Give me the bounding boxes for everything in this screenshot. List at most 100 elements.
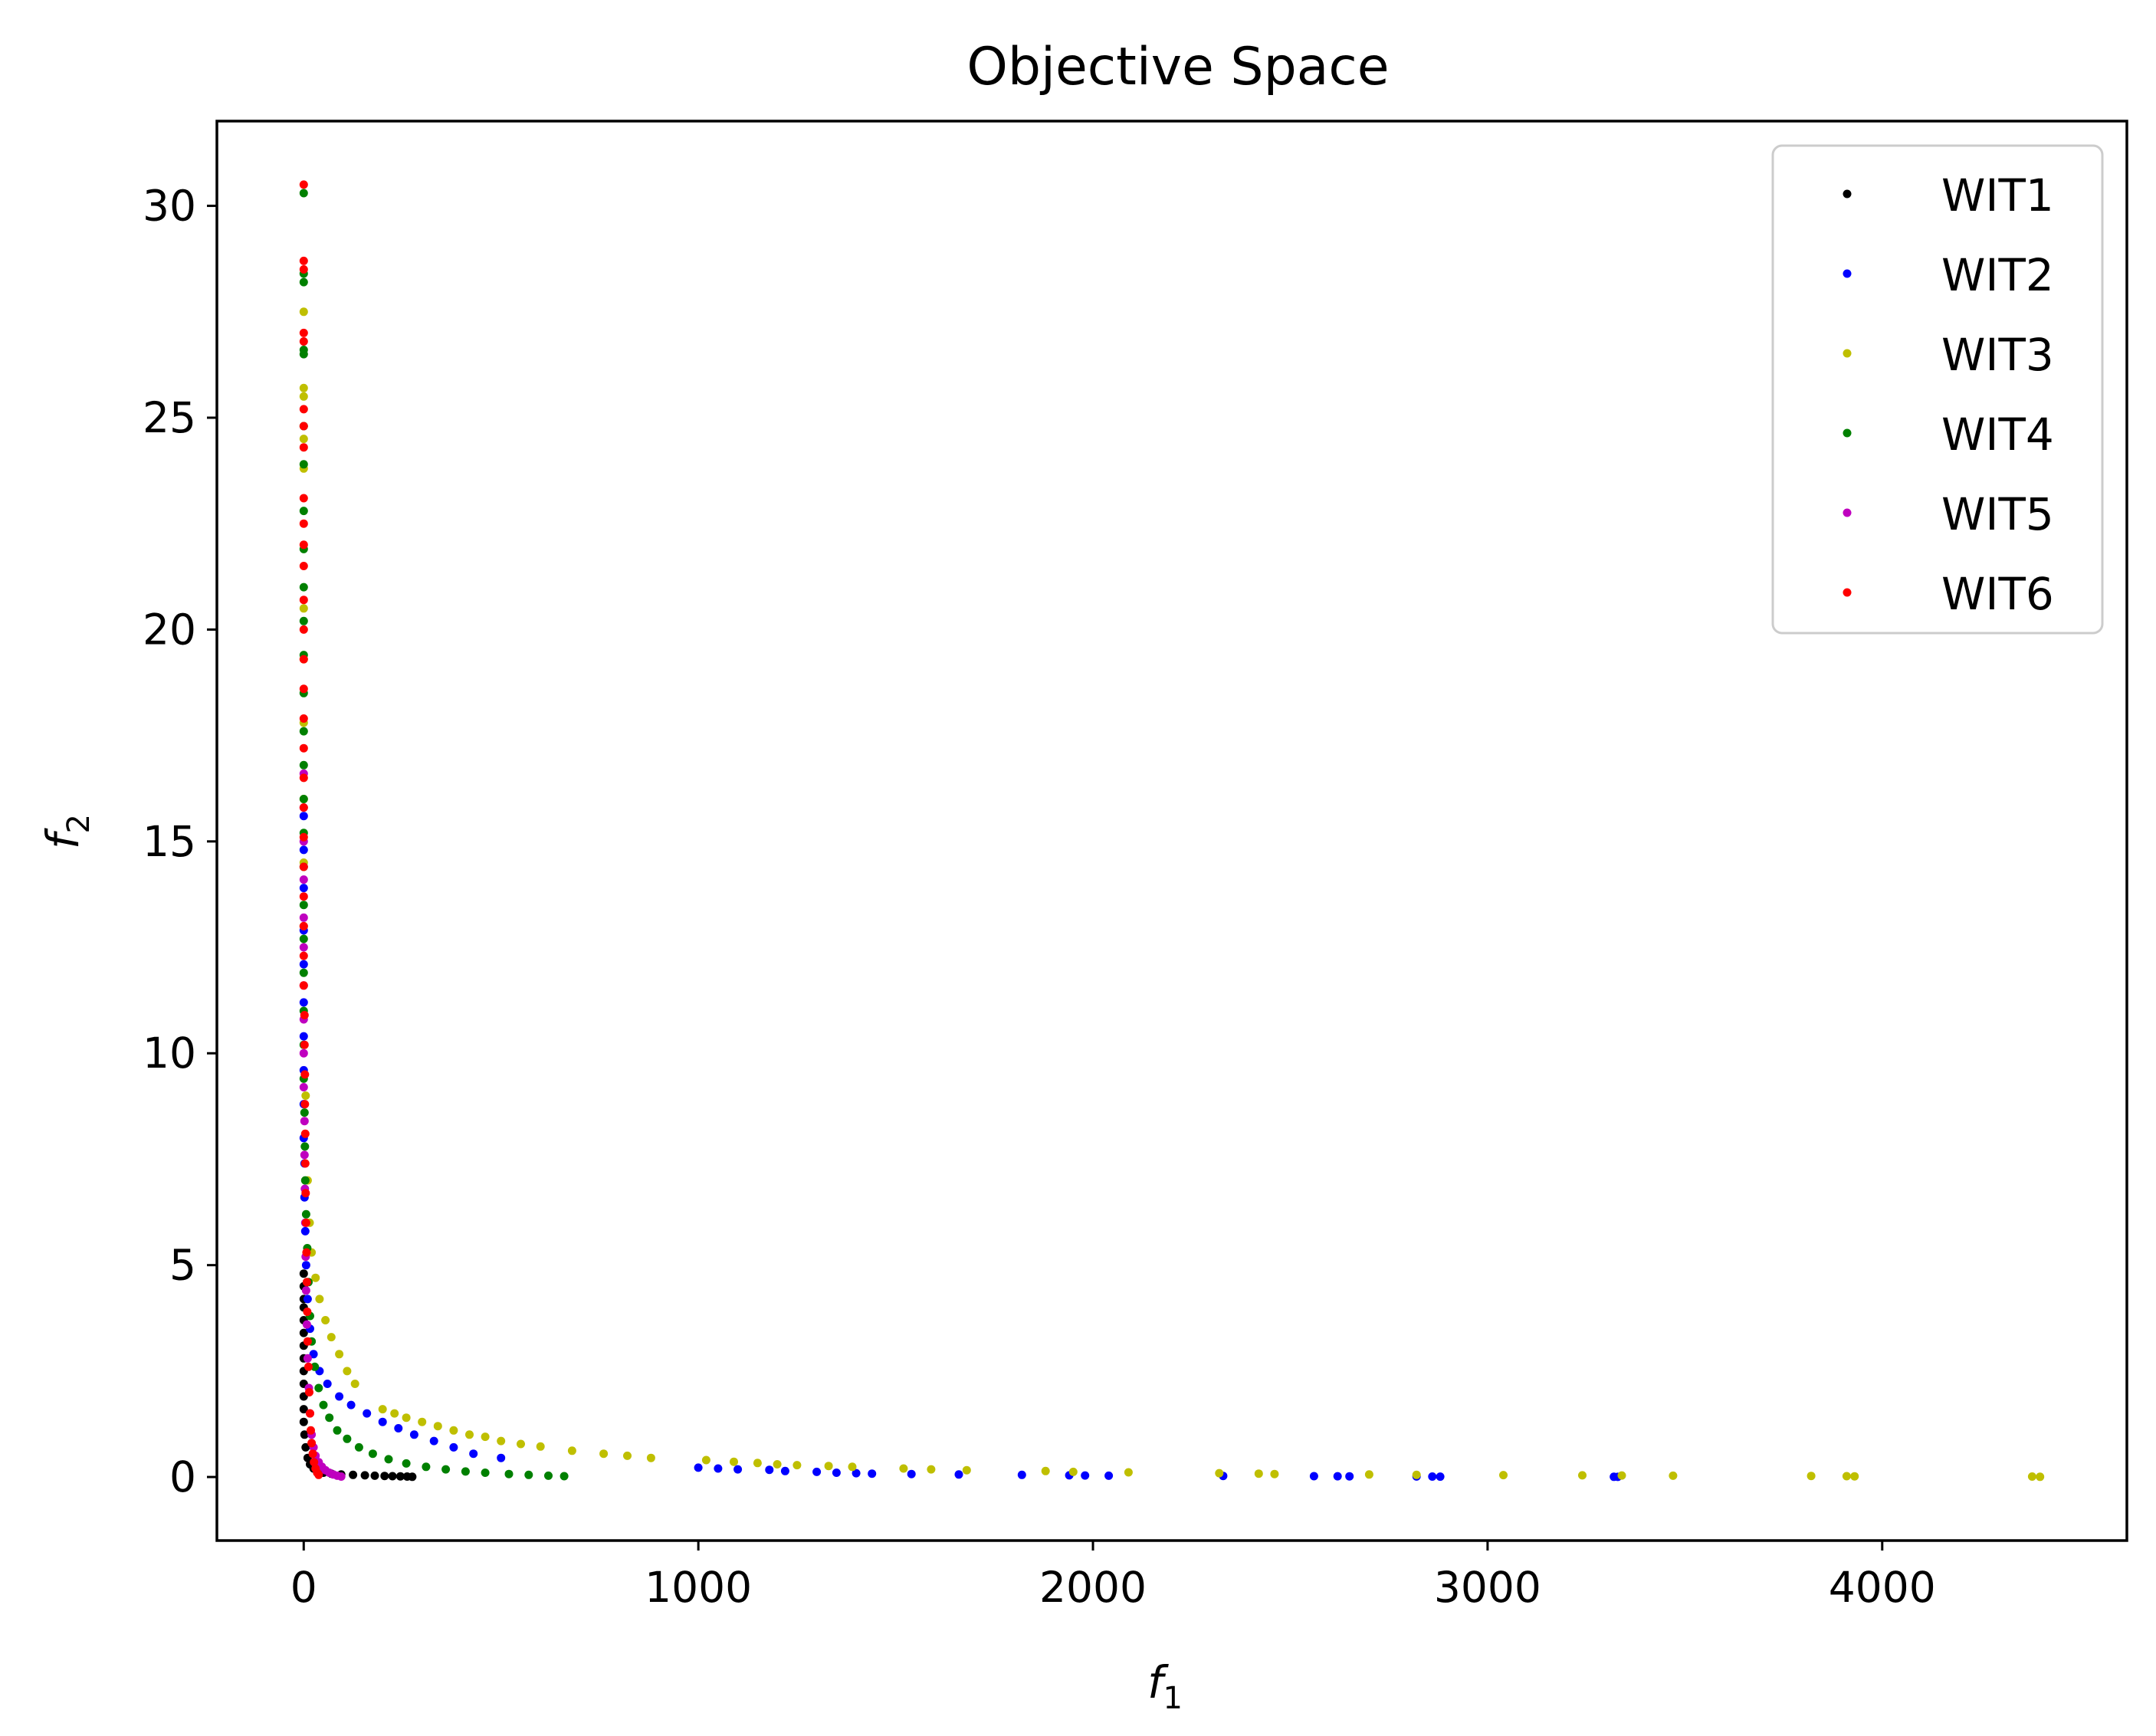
- data-point: [311, 1273, 320, 1282]
- legend-label: WIT5: [1941, 488, 2054, 540]
- data-point: [1669, 1471, 1678, 1480]
- data-point: [832, 1469, 841, 1477]
- data-point: [299, 277, 308, 287]
- data-point: [302, 1320, 311, 1329]
- data-point: [305, 1388, 313, 1396]
- data-point: [481, 1432, 490, 1442]
- y-tick-label: 20: [143, 605, 196, 654]
- data-point: [409, 1430, 418, 1439]
- data-point: [299, 760, 308, 770]
- x-tick-label: 2000: [1039, 1563, 1147, 1612]
- legend-label: WIT3: [1941, 329, 2054, 381]
- data-point: [299, 875, 308, 884]
- data-point: [422, 1462, 431, 1472]
- data-point: [380, 1472, 389, 1481]
- legend-label: WIT6: [1941, 568, 2054, 620]
- data-point: [299, 519, 308, 528]
- data-point: [560, 1472, 569, 1481]
- x-tick-label: 1000: [645, 1563, 752, 1612]
- data-point: [1254, 1469, 1263, 1478]
- data-point: [301, 1218, 310, 1227]
- data-point: [378, 1417, 387, 1426]
- data-point: [349, 1470, 358, 1479]
- data-point: [335, 1392, 344, 1401]
- data-point: [299, 998, 308, 1007]
- data-point: [299, 625, 308, 634]
- data-point: [300, 1100, 310, 1109]
- data-point: [469, 1449, 478, 1459]
- data-point: [388, 1472, 397, 1481]
- data-point: [301, 1286, 310, 1295]
- data-point: [433, 1422, 442, 1431]
- data-point: [301, 1189, 310, 1198]
- data-point: [1617, 1471, 1626, 1480]
- data-point: [1017, 1470, 1026, 1479]
- data-point: [368, 1449, 377, 1459]
- data-point: [314, 1383, 323, 1393]
- data-point: [299, 921, 308, 930]
- data-point: [1041, 1466, 1050, 1475]
- legend-marker: [1843, 588, 1852, 597]
- data-point: [1842, 1472, 1851, 1481]
- data-point: [299, 349, 308, 359]
- data-point: [1104, 1471, 1114, 1480]
- data-point: [567, 1446, 576, 1455]
- legend-label: WIT4: [1941, 409, 2054, 461]
- data-point: [300, 1176, 310, 1185]
- data-point: [299, 460, 308, 469]
- data-point: [753, 1459, 762, 1468]
- data-point: [1081, 1471, 1090, 1480]
- data-point: [524, 1470, 533, 1479]
- y-tick-label: 5: [169, 1241, 196, 1290]
- legend: WIT1 WIT2 WIT3 WIT4 WIT5 WIT6: [1771, 144, 2104, 635]
- data-point: [927, 1465, 936, 1474]
- data-point: [299, 951, 308, 960]
- data-point: [335, 1350, 344, 1359]
- data-point: [315, 1295, 324, 1304]
- data-point: [773, 1460, 782, 1469]
- data-point: [300, 1011, 309, 1019]
- data-point: [314, 1470, 323, 1479]
- data-point: [301, 1091, 310, 1100]
- data-point: [302, 1278, 311, 1287]
- data-point: [1364, 1470, 1373, 1479]
- data-point: [623, 1451, 632, 1460]
- data-point: [299, 540, 308, 550]
- data-point: [299, 604, 308, 613]
- data-point: [299, 189, 308, 198]
- data-point: [299, 616, 308, 625]
- y-axis: 0 5 10 15 20 25 30: [143, 182, 217, 1501]
- y-tick-label: 15: [143, 817, 196, 866]
- data-point: [299, 892, 308, 901]
- data-point: [308, 1449, 317, 1459]
- data-point: [1309, 1472, 1318, 1481]
- data-point: [390, 1409, 399, 1418]
- legend-marker: [1843, 349, 1852, 358]
- data-point: [2036, 1472, 2045, 1482]
- data-point: [408, 1472, 417, 1482]
- data-point: [299, 422, 308, 431]
- data-point: [325, 1413, 334, 1423]
- data-point: [299, 383, 308, 392]
- data-point: [304, 1362, 313, 1371]
- data-point: [306, 1409, 314, 1418]
- data-point: [299, 328, 308, 337]
- data-point: [299, 913, 308, 922]
- data-point: [429, 1436, 438, 1446]
- data-point: [1578, 1471, 1587, 1480]
- data-point: [1333, 1472, 1342, 1481]
- data-point: [300, 1040, 309, 1049]
- data-point: [346, 1400, 356, 1409]
- data-point: [303, 1337, 312, 1346]
- data-point: [336, 1472, 346, 1481]
- data-point: [360, 1471, 369, 1480]
- data-point: [449, 1442, 458, 1452]
- x-tick-label: 0: [290, 1563, 317, 1612]
- points-layer: [299, 180, 2045, 1482]
- data-point: [299, 596, 308, 605]
- data-point: [899, 1464, 908, 1473]
- data-point: [1068, 1467, 1078, 1476]
- data-point: [1807, 1472, 1816, 1481]
- data-point: [303, 1354, 312, 1363]
- chart-title: Objective Space: [966, 37, 1389, 97]
